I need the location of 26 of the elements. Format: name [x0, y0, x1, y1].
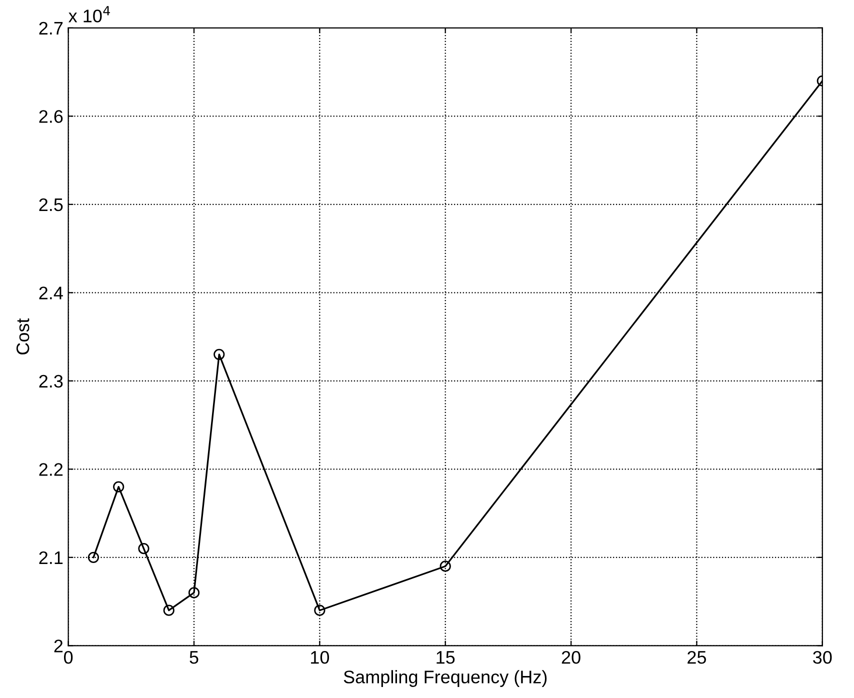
point [138, 543, 150, 554]
y-tick-label: 2.4 [39, 286, 63, 300]
y-tick-label: 2.7 [39, 22, 63, 34]
y-tick-label: 2.1 [39, 551, 63, 564]
y-tick-label: 2.6 [39, 110, 63, 123]
y-axis-title: Cost [16, 318, 30, 354]
y-tick-label: 2.3 [39, 374, 63, 388]
x-tick-label: 30 [813, 650, 832, 664]
point [163, 604, 174, 616]
point [113, 481, 124, 492]
x-axis-title: Sampling Frequency (Hz) [344, 670, 547, 687]
point [314, 604, 326, 616]
point [188, 587, 200, 598]
y-tick-label: 2 [54, 640, 63, 652]
x-tick-label: 20 [562, 650, 580, 664]
x-tick-label: 10 [311, 650, 330, 664]
y-tick-label: 2.5 [39, 198, 63, 212]
x-tick-label: 0 [64, 650, 73, 664]
text: x 10$^{4}$ [68, 6, 110, 22]
point [88, 552, 100, 563]
point [440, 560, 451, 572]
y-tick-label: 2.2 [39, 463, 63, 476]
point [214, 348, 225, 360]
x-tick-label: 5 [190, 651, 198, 664]
x-tick-label: 25 [688, 650, 706, 664]
x-tick-label: 15 [436, 651, 455, 664]
